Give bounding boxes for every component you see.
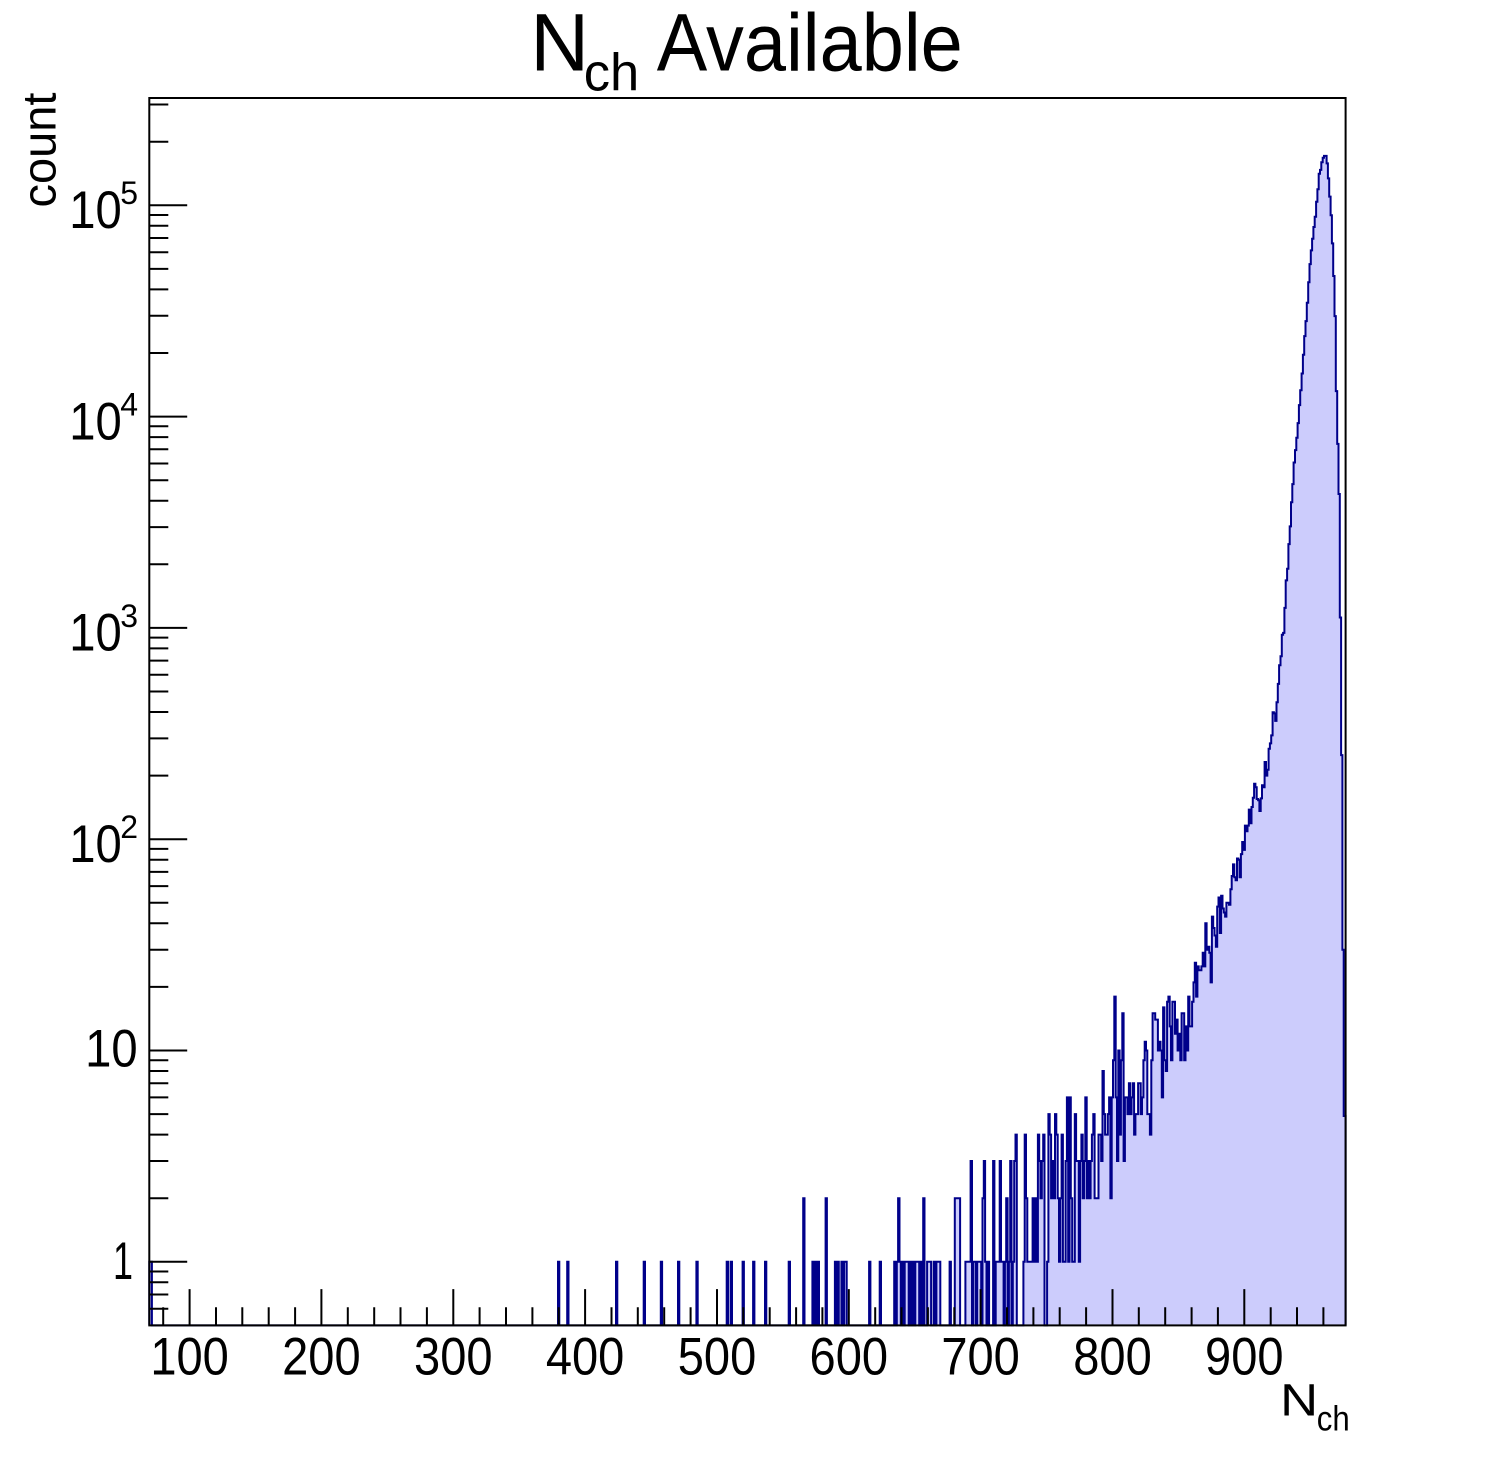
svg-text:ch: ch (584, 44, 639, 103)
svg-text:2: 2 (120, 809, 138, 845)
svg-text:5: 5 (120, 175, 138, 211)
svg-text:10: 10 (69, 815, 122, 874)
svg-text:100: 100 (150, 1328, 229, 1387)
svg-text:1: 1 (113, 1232, 133, 1291)
svg-text:400: 400 (546, 1328, 625, 1387)
svg-text:700: 700 (941, 1328, 1020, 1387)
svg-text:500: 500 (678, 1328, 757, 1387)
svg-text:200: 200 (282, 1328, 361, 1387)
svg-text:N: N (530, 0, 589, 89)
svg-text:Available: Available (657, 0, 963, 89)
svg-text:300: 300 (414, 1328, 493, 1387)
svg-text:count: count (13, 93, 66, 208)
svg-text:ch: ch (1317, 1398, 1350, 1438)
svg-text:900: 900 (1205, 1328, 1284, 1387)
svg-text:3: 3 (120, 598, 138, 634)
svg-text:4: 4 (120, 387, 138, 423)
svg-text:10: 10 (69, 181, 122, 240)
svg-text:N: N (1280, 1375, 1318, 1426)
svg-text:10: 10 (69, 392, 122, 451)
svg-text:600: 600 (810, 1328, 889, 1387)
svg-text:800: 800 (1073, 1328, 1152, 1387)
svg-text:10: 10 (85, 1020, 138, 1079)
svg-text:10: 10 (69, 604, 122, 663)
